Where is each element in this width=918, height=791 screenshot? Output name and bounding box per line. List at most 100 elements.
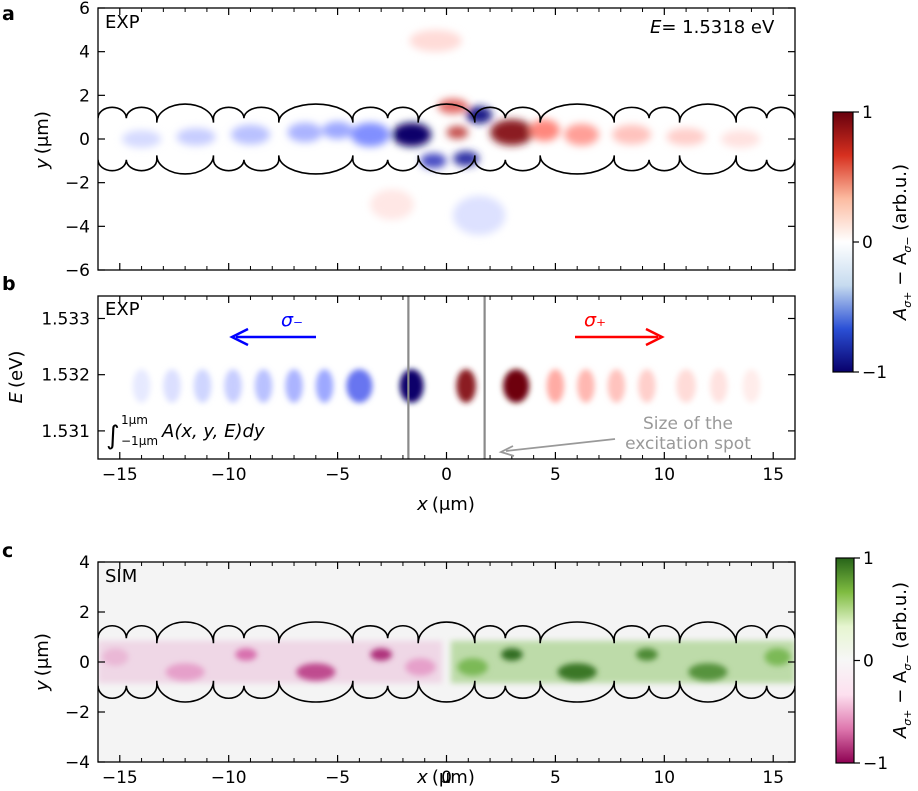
- y-tick-label: −4: [65, 217, 90, 237]
- panel-a-heatmap: [121, 29, 761, 236]
- panel-letter-b: b: [2, 273, 16, 295]
- panel-a-feature: [490, 119, 534, 146]
- panel-b-blob: [503, 369, 530, 403]
- panel-b-spot-lines: [407, 296, 486, 459]
- panel-c-waveguide-outline: [98, 621, 795, 703]
- panel-c-ticks: −15 −10 −5 0 5 10 15 −4 −2 0 2 4: [65, 553, 796, 788]
- x-tick-label: −10: [211, 465, 247, 485]
- x-tick-label: −15: [102, 465, 138, 485]
- panel-c-blob: [688, 663, 728, 681]
- y-tick-label: 1.531: [41, 422, 90, 442]
- colorbar-tick-label: 0: [863, 652, 874, 672]
- spot-pointer-head: [498, 445, 515, 457]
- panel-a-energy-symbol: E: [650, 17, 662, 38]
- y-tick-label: 0: [79, 130, 90, 150]
- panel-b-blob: [193, 369, 212, 403]
- panel-c-xlabel: x (μm): [416, 767, 475, 787]
- panel-a-feature: [392, 122, 432, 147]
- panel-c-ylabel: y(μm): [32, 633, 53, 692]
- panel-c-blob: [405, 658, 436, 676]
- x-tick-label: 5: [550, 768, 561, 787]
- panel-a-ylabel: y(μm): [32, 111, 53, 170]
- panel-b-blob: [710, 369, 728, 403]
- x-tick-label: 15: [762, 465, 784, 485]
- sigma-minus-label: σ₋: [281, 309, 303, 331]
- panel-b-blob: [607, 369, 626, 403]
- panel-c-blob: [764, 648, 791, 666]
- panel-a-feature: [230, 124, 271, 145]
- integral-lower-limit: −1μm: [121, 434, 158, 448]
- panel-a-waveguide-outline: [98, 103, 795, 175]
- x-tick-label: −15: [102, 768, 138, 787]
- waveguide-bottom-edge: [98, 680, 795, 703]
- panel-a-feature: [720, 130, 761, 148]
- panel-a-feature: [350, 122, 390, 147]
- panel-a-feature: [437, 98, 469, 114]
- panel-c-blob: [235, 648, 258, 661]
- spot-text-line1: Size of the: [643, 414, 733, 434]
- panel-b-blob: [676, 369, 696, 403]
- y-tick-label: 6: [79, 0, 90, 19]
- panel-letter-a: a: [2, 3, 15, 25]
- colorbar-bottom-gradient: [835, 557, 855, 764]
- y-tick-label: −6: [65, 261, 90, 281]
- waveguide-bottom-edge: [98, 155, 795, 175]
- y-tick-label: 2: [79, 86, 90, 106]
- colorbar-bottom-ticks: 1 0 −1: [854, 549, 888, 774]
- panel-a-feature: [287, 122, 323, 143]
- panel-c-blob: [296, 663, 336, 681]
- excitation-spot-annotation: Size of the excitation spot: [498, 414, 751, 457]
- panel-a-feature: [666, 128, 706, 146]
- panel-b-blob: [346, 369, 373, 403]
- integrand: A(x, y, E)dy: [161, 421, 265, 442]
- panel-a-feature: [453, 195, 506, 236]
- panel-c-blob: [165, 663, 205, 681]
- panel-a-feature: [466, 106, 493, 124]
- panel-a-tag: EXP: [105, 12, 140, 33]
- integral-annotation: ∫ 1μm −1μm A(x, y, E)dy: [106, 413, 265, 451]
- colorbar-tick-label: −1: [862, 363, 887, 383]
- panel-letter-c: c: [2, 540, 13, 562]
- panel-c-haze: [450, 640, 795, 684]
- panel-b-blob: [742, 369, 761, 403]
- y-tick-label: 1.532: [41, 366, 90, 386]
- panel-a-feature: [612, 124, 652, 145]
- panel-b-blob: [638, 369, 656, 403]
- y-tick-label: −2: [65, 703, 90, 723]
- panel-a-feature: [529, 119, 560, 142]
- x-tick-label: 10: [653, 768, 675, 787]
- y-tick-label: −2: [65, 174, 90, 194]
- x-tick-label: 5: [550, 465, 561, 485]
- panel-c-blob: [500, 648, 523, 661]
- sigma-plus-label: σ₊: [584, 309, 606, 331]
- panel-b-blob: [132, 369, 151, 403]
- x-tick-label: 10: [653, 465, 675, 485]
- panel-b-blob: [224, 369, 242, 403]
- panel-b-xlabel: x (μm): [416, 494, 475, 515]
- x-tick-label: 0: [441, 768, 452, 787]
- panel-b-blob: [577, 369, 595, 403]
- colorbar-top-label: Aσ+ − Aσ− (arb.u.): [890, 164, 914, 321]
- panel-c-blob: [102, 648, 129, 666]
- x-tick-label: 15: [762, 768, 784, 787]
- panel-c: −15 −10 −5 0 5 10 15 −4 −2 0 2 4 SIM y(μm) x (μm): [32, 553, 796, 788]
- panel-b-blob: [254, 369, 273, 403]
- panel-b-blob: [315, 369, 334, 403]
- x-tick-label: −5: [325, 768, 350, 787]
- colorbar-tick-label: −1: [863, 754, 888, 774]
- panel-a-feature: [322, 121, 353, 139]
- spot-text-line2: excitation spot: [625, 434, 751, 454]
- colorbar-bottom: 1 0 −1 Aσ+ − Aσ− (arb.u.): [835, 549, 914, 774]
- panel-c-heatmap: [98, 640, 795, 684]
- panel-c-blob: [457, 658, 488, 676]
- panel-a-energy-annotation: E= 1.5318 eV: [650, 17, 775, 38]
- sigma-plus-arrow: σ₊: [575, 309, 665, 347]
- panel-a-feature: [564, 123, 599, 146]
- x-tick-label: −10: [211, 768, 247, 787]
- panel-c-tag: SIM: [105, 566, 137, 587]
- panel-b-blob: [163, 369, 181, 403]
- y-tick-label: 2: [79, 603, 90, 623]
- colorbar-tick-label: 1: [863, 549, 874, 569]
- panel-c-blob: [557, 663, 597, 681]
